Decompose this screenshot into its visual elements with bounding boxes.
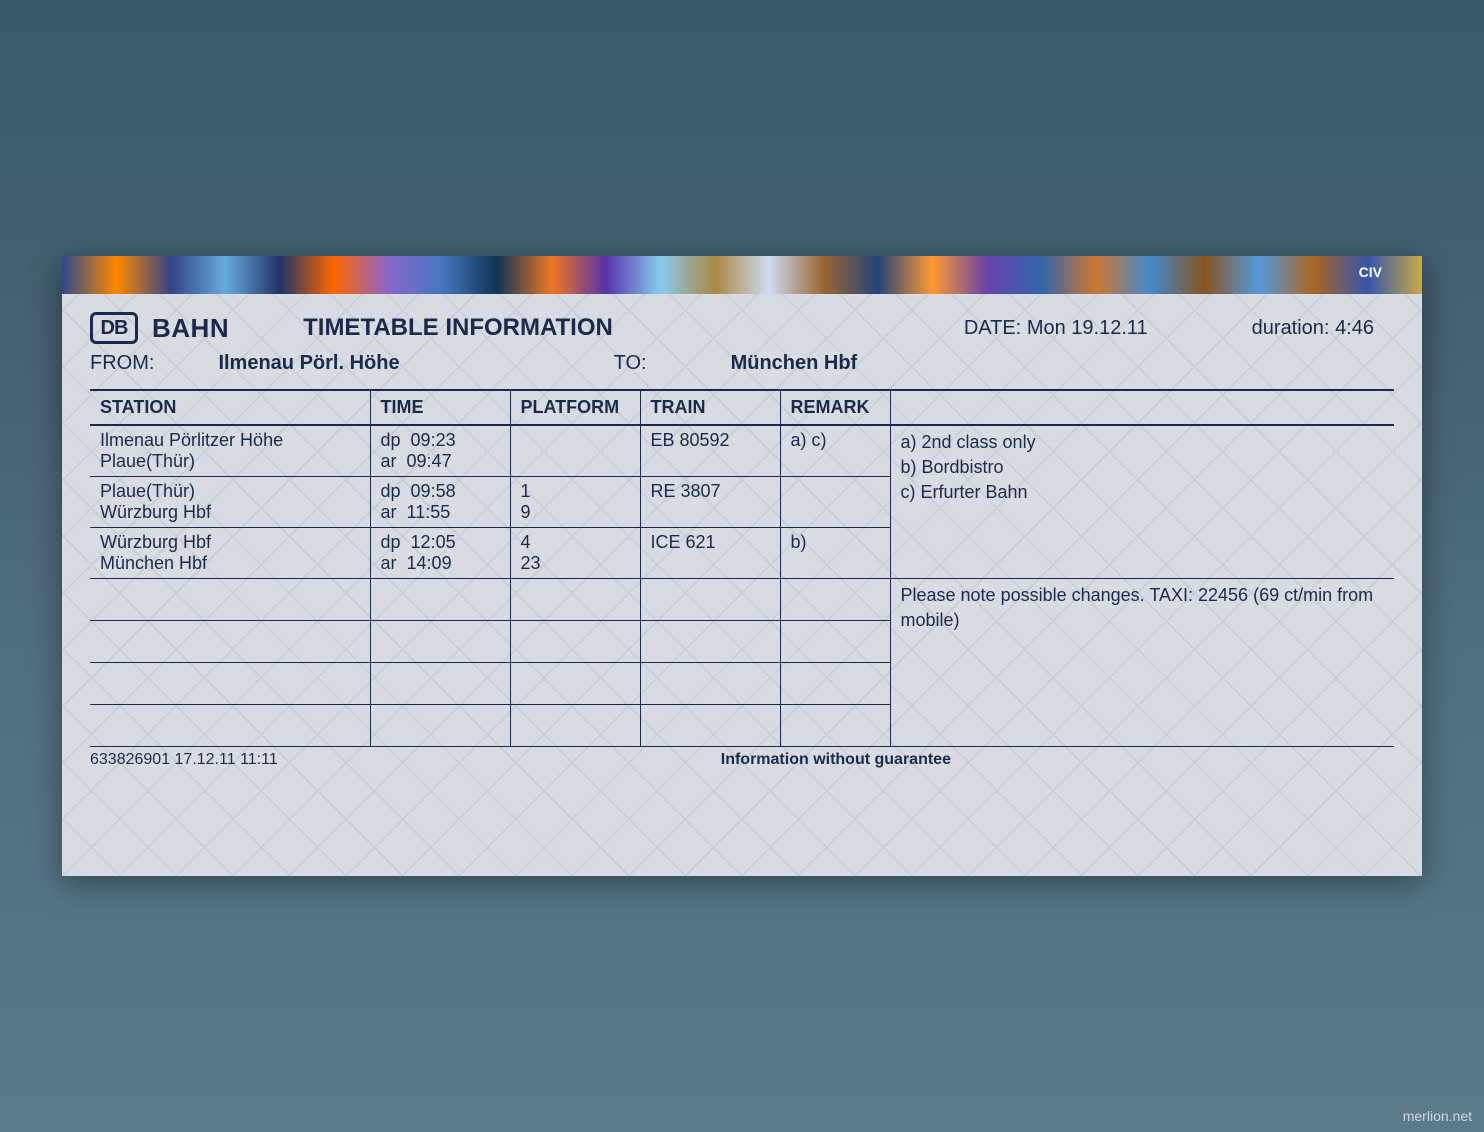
dep-prefix: dp (381, 532, 401, 552)
duration-block: duration: 4:46 (1252, 317, 1374, 340)
dep-time: 12:05 (411, 532, 456, 552)
document-title: TIMETABLE INFORMATION (303, 314, 613, 342)
ticket-content: DB BAHN TIMETABLE INFORMATION DATE: Mon … (62, 294, 1422, 781)
from-value: Ilmenau Pörl. Höhe (218, 352, 399, 375)
note-cell: Please note possible changes. TAXI: 2245… (890, 579, 1394, 747)
timetable: STATION TIME PLATFORM TRAIN REMARK Ilmen… (90, 389, 1394, 747)
watermark-text: merlion.net (1403, 1108, 1472, 1124)
remark-codes: b) (780, 528, 890, 579)
col-header-remark: REMARK (780, 390, 890, 425)
db-logo-icon: DB (90, 312, 138, 344)
col-header-time: TIME (370, 390, 510, 425)
legend-b: b) Bordbistro (901, 455, 1385, 480)
date-label: DATE: (964, 317, 1021, 339)
legend-c: c) Erfurter Bahn (901, 480, 1385, 505)
arr-prefix: ar (381, 502, 397, 522)
seg-from-station: Plaue(Thür) (100, 481, 360, 502)
timetable-ticket: DB BAHN TIMETABLE INFORMATION DATE: Mon … (62, 256, 1422, 876)
to-label: TO: (614, 352, 647, 375)
arr-time: 09:47 (407, 451, 452, 471)
dep-prefix: dp (381, 481, 401, 501)
arr-prefix: ar (381, 451, 397, 471)
from-label: FROM: (90, 352, 154, 375)
dep-time: 09:58 (411, 481, 456, 501)
legend-a: a) 2nd class only (901, 430, 1385, 455)
arr-platform: 23 (521, 553, 630, 574)
header-row: DB BAHN TIMETABLE INFORMATION DATE: Mon … (90, 312, 1394, 344)
train-number: ICE 621 (640, 528, 780, 579)
date-block: DATE: Mon 19.12.11 (964, 317, 1148, 340)
remark-codes (780, 477, 890, 528)
duration-value: 4:46 (1335, 317, 1374, 339)
col-header-platform: PLATFORM (510, 390, 640, 425)
seg-from-station: Ilmenau Pörlitzer Höhe (100, 430, 360, 451)
train-number: EB 80592 (640, 425, 780, 477)
seg-to-station: Plaue(Thür) (100, 451, 360, 472)
dep-time: 09:23 (411, 430, 456, 450)
col-header-station: STATION (90, 390, 370, 425)
bahn-brand-text: BAHN (152, 313, 229, 344)
footer-row: 633826901 17.12.11 11:11 Information wit… (90, 751, 1394, 769)
from-to-row: FROM: Ilmenau Pörl. Höhe TO: München Hbf (90, 352, 1394, 375)
duration-label: duration: (1252, 317, 1330, 339)
arr-time: 14:09 (407, 553, 452, 573)
table-header-row: STATION TIME PLATFORM TRAIN REMARK (90, 390, 1394, 425)
seg-from-station: Würzburg Hbf (100, 532, 360, 553)
disclaimer-text: Information without guarantee (721, 751, 951, 769)
to-value: München Hbf (731, 352, 858, 375)
dep-prefix: dp (381, 430, 401, 450)
arr-time: 11:55 (407, 502, 451, 522)
table-row: Ilmenau Pörlitzer Höhe Plaue(Thür) dp 09… (90, 425, 1394, 477)
print-id: 633826901 17.12.11 11:11 (90, 751, 278, 769)
dep-platform: 4 (521, 532, 630, 553)
arr-platform: 9 (521, 502, 630, 523)
train-number: RE 3807 (640, 477, 780, 528)
holographic-strip (62, 256, 1422, 294)
table-row-empty: Please note possible changes. TAXI: 2245… (90, 579, 1394, 621)
remark-codes: a) c) (780, 425, 890, 477)
seg-to-station: Würzburg Hbf (100, 502, 360, 523)
col-header-train: TRAIN (640, 390, 780, 425)
date-value: Mon 19.12.11 (1027, 317, 1148, 339)
col-header-legend (890, 390, 1394, 425)
seg-to-station: München Hbf (100, 553, 360, 574)
legend-cell: a) 2nd class only b) Bordbistro c) Erfur… (890, 425, 1394, 579)
dep-platform: 1 (521, 481, 630, 502)
arr-prefix: ar (381, 553, 397, 573)
